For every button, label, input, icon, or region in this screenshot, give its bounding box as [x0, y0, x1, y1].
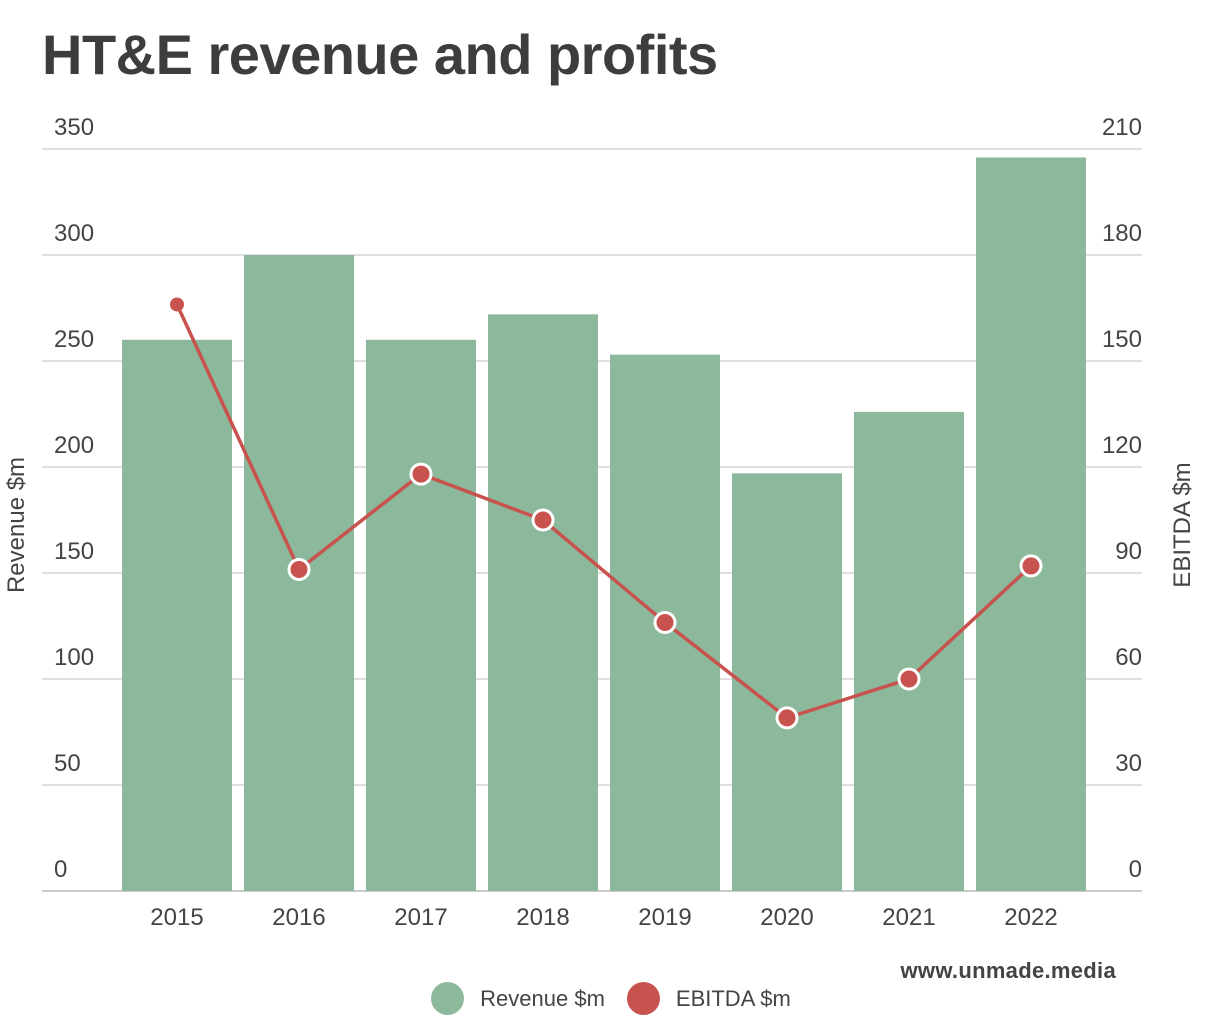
combo-chart: 0 0 50 30 100 60 150 90 200 120 250 150 300 180 350 210…	[3, 114, 1196, 931]
x-tick-label: 2021	[882, 904, 935, 931]
ebitda-point	[775, 706, 799, 730]
revenue-bar	[488, 314, 598, 891]
y2-tick-label: 90	[1115, 538, 1142, 565]
legend-label-revenue: Revenue $m	[480, 985, 605, 1011]
y2-tick-label: 30	[1115, 750, 1142, 777]
revenue-bar	[976, 157, 1086, 892]
ebitda-point	[287, 557, 311, 581]
ebitda-line	[175, 303, 1033, 720]
source-credit: www.unmade.media	[900, 958, 1116, 983]
x-tick-label: 2019	[638, 904, 691, 931]
y2-tick-label: 0	[1129, 856, 1142, 883]
ebitda-point	[653, 610, 677, 634]
legend-item-revenue: Revenue $m	[431, 982, 605, 1015]
x-tick-label: 2022	[1004, 904, 1057, 931]
revenue-bar	[732, 473, 842, 891]
ebitda-point	[897, 667, 921, 691]
ebitda-points	[170, 297, 1043, 730]
y-tick-label: 200	[54, 432, 94, 459]
y2-axis-label: EBITDA $m	[1169, 462, 1196, 587]
y-tick-label: 50	[54, 750, 81, 777]
ebitda-point	[531, 508, 555, 532]
x-tick-label: 2016	[272, 904, 325, 931]
x-tick-label: 2015	[150, 904, 203, 931]
y-tick-label: 150	[54, 538, 94, 565]
revenue-bar	[366, 339, 476, 891]
x-tick-label: 2018	[516, 904, 569, 931]
legend-swatch-revenue	[431, 982, 465, 1015]
revenue-bar	[122, 339, 232, 891]
y2-tick-label: 120	[1102, 432, 1142, 459]
revenue-bars	[122, 157, 1086, 892]
ebitda-point	[1019, 554, 1043, 578]
revenue-bar	[854, 411, 964, 891]
ebitda-point	[170, 297, 184, 312]
x-tick-label: 2020	[760, 904, 813, 931]
y-tick-label: 0	[54, 856, 67, 883]
y-axis-label: Revenue $m	[3, 457, 30, 593]
legend-swatch-ebitda	[626, 982, 660, 1015]
y-tick-label: 100	[54, 644, 94, 671]
legend-item-ebitda: EBITDA $m	[626, 982, 791, 1015]
legend: Revenue $m EBITDA $m	[0, 982, 1222, 1015]
x-tick-label: 2017	[394, 904, 447, 931]
y2-tick-label: 210	[1102, 114, 1142, 141]
y-tick-label: 350	[54, 114, 94, 141]
ebitda-point	[409, 462, 433, 486]
y-tick-label: 300	[54, 220, 94, 247]
chart-title: HT&E revenue and profits	[42, 23, 718, 86]
axes: 0 0 50 30 100 60 150 90 200 120 250 150 300 180 350 210…	[54, 114, 1142, 931]
y2-tick-label: 60	[1115, 644, 1142, 671]
ebitda-series-line	[175, 303, 1033, 720]
y2-tick-label: 150	[1102, 326, 1142, 353]
y-tick-label: 250	[54, 326, 94, 353]
y2-tick-label: 180	[1102, 220, 1142, 247]
legend-label-ebitda: EBITDA $m	[675, 985, 791, 1011]
